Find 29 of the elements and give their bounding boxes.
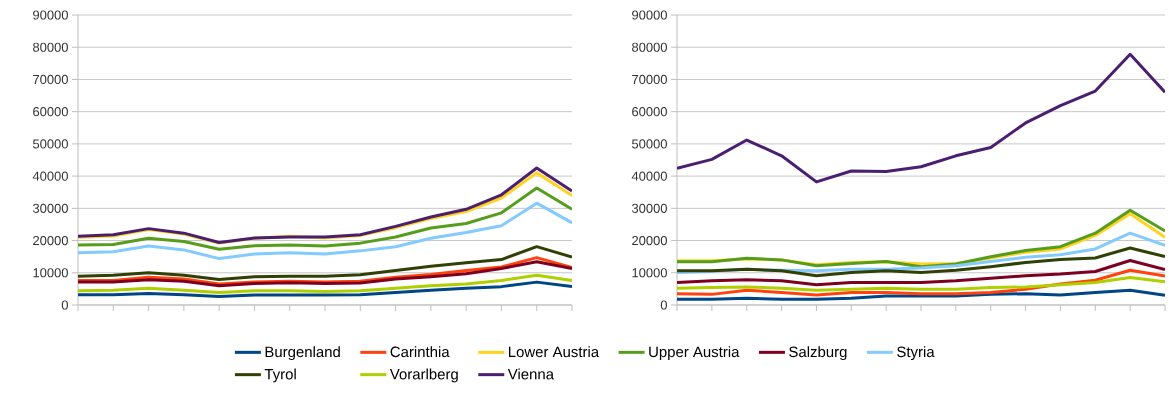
y-tick-label: 70000 [33,74,68,85]
y-tick-label: 30000 [631,203,667,213]
y-tick-label: 50000 [32,139,68,149]
y-tick-label: 60000 [33,107,68,117]
legend-label: Burgenland [265,346,340,361]
legend-label: Upper Austria [649,346,740,361]
legend-label: Vorarlberg [389,368,458,383]
y-tick-label: 80000 [632,42,667,52]
y-tick-label: 90000 [632,10,667,20]
y-tick-label: 0 [660,300,667,310]
legend-label: Salzburg [789,346,847,361]
legend-label: Vienna [507,368,555,380]
legend-label: Tyrol [264,368,296,383]
y-tick-label: 90000 [33,10,68,20]
y-tick-label: 80000 [33,42,68,52]
y-tick-label: 20000 [33,235,68,246]
y-tick-label: 40000 [631,171,667,181]
legend-label: Lower Austria [508,346,600,358]
y-tick-label: 30000 [32,203,68,213]
y-tick-label: 50000 [631,139,667,149]
y-tick-label: 40000 [32,171,68,181]
y-tick-label: 70000 [632,74,667,85]
legend-label: Carinthia [390,346,450,358]
legend-label: Styria [897,346,935,361]
y-tick-label: 10000 [33,268,68,278]
y-tick-label: 20000 [632,235,667,246]
y-tick-label: 0 [61,300,68,310]
y-tick-label: 60000 [632,107,667,117]
y-tick-label: 10000 [632,268,667,278]
